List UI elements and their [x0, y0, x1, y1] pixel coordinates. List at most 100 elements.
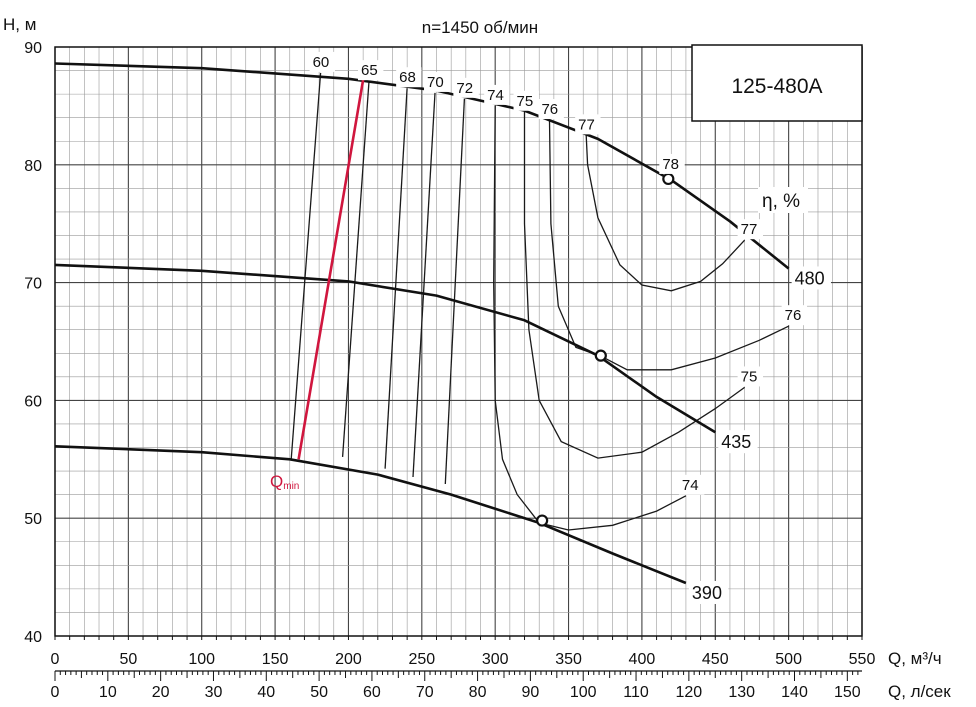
x2-tick-label: 50 [310, 684, 328, 701]
efficiency-label-68-bg [396, 67, 422, 88]
plot-frame [54, 46, 863, 681]
efficiency-label-76: 76 [541, 101, 558, 118]
y-tick-label: 50 [24, 511, 42, 528]
x2-tick-label: 80 [469, 684, 487, 701]
efficiency-end-label-76: 76 [785, 307, 802, 324]
efficiency-label-72: 72 [456, 80, 473, 97]
efficiency-label-60: 60 [313, 54, 330, 71]
efficiency-line-72 [444, 98, 466, 485]
bep-marker-2 [594, 349, 607, 362]
x2-tick-label: 0 [51, 684, 60, 701]
x-tick-label: 350 [555, 651, 582, 668]
efficiency-label-60-bg [309, 51, 335, 72]
efficiency-line-65 [341, 81, 370, 457]
eta-label-bg [758, 187, 808, 213]
efficiency-end-label-77-bg [737, 219, 764, 240]
tick-labels: 0 50 100 150 200 250 300 350 400 450 500 550 0 10 20 30… [24, 40, 875, 701]
qmin-label-sub: min [283, 481, 299, 492]
x-tick-label: 450 [702, 651, 729, 668]
x-tick-label: 100 [188, 651, 215, 668]
efficiency-label-77: 77 [578, 116, 595, 133]
efficiency-label-65-bg [357, 60, 384, 81]
qmin-line [297, 79, 365, 460]
y-tick-label: 60 [24, 393, 42, 410]
x2-tick-label: 120 [676, 684, 703, 701]
marker-label-78-bg [659, 153, 685, 174]
x-tick-label: 50 [119, 651, 137, 668]
efficiency-label-76-bg [538, 99, 564, 120]
x2-tick-label: 70 [416, 684, 434, 701]
efficiency-label-65: 65 [361, 62, 378, 79]
efficiency-end-label-75: 75 [741, 368, 758, 385]
y-tick-label: 40 [24, 629, 42, 646]
eta-label: η, % [762, 191, 800, 212]
x2-tick-label: 150 [834, 684, 861, 701]
efficiency-contour-76 [548, 119, 789, 371]
x-tick-label: 300 [482, 651, 509, 668]
x-tick-label: 550 [849, 651, 876, 668]
qmin-label-main: Q [270, 472, 283, 491]
head-curve-435 [54, 263, 716, 434]
efficiency-label-75: 75 [517, 93, 534, 110]
efficiency-end-label-76-bg [781, 305, 808, 326]
efficiency-line-60 [290, 72, 322, 460]
chart-title: n=1450 об/мин [422, 18, 538, 37]
head-curve-label-390-bg [688, 580, 729, 604]
x-tick-label: 200 [335, 651, 362, 668]
model-label: 125-480A [731, 75, 822, 98]
grid [54, 46, 863, 637]
efficiency-label-72-bg [453, 77, 479, 98]
efficiency-line-70 [412, 92, 436, 478]
head-curve-label-435-bg [718, 430, 758, 454]
x2-tick-label: 130 [728, 684, 755, 701]
efficiency-end-label-74: 74 [682, 477, 699, 494]
model-box [691, 44, 863, 122]
head-curve-label-435: 435 [721, 432, 751, 452]
head-curve-label-390: 390 [692, 583, 722, 603]
x-tick-label: 0 [51, 651, 60, 668]
plot-border [54, 46, 863, 637]
x-tick-label: 250 [408, 651, 435, 668]
bep-marker-1 [662, 172, 675, 186]
x-tick-label: 500 [775, 651, 802, 668]
x-tick-label: 400 [629, 651, 656, 668]
qmin-label: Qmin [270, 472, 299, 492]
qmin-line-path [297, 79, 365, 460]
x2-tick-label: 100 [570, 684, 597, 701]
best-efficiency-markers [536, 172, 675, 527]
x2-tick-label: 10 [99, 684, 117, 701]
y-tick-label: 90 [24, 40, 42, 57]
efficiency-lines [290, 72, 466, 485]
bep-marker-3 [536, 514, 549, 527]
x2-tick-label: 30 [205, 684, 223, 701]
efficiency-label-68: 68 [399, 69, 416, 86]
head-curve-label-480: 480 [795, 268, 825, 288]
x2-tick-label: 140 [781, 684, 808, 701]
efficiency-line-68 [384, 88, 408, 469]
efficiency-label-74-bg [484, 84, 510, 105]
efficiency-label-74: 74 [487, 87, 504, 104]
efficiency-contour-77 [585, 135, 746, 292]
y-tick-label: 70 [24, 276, 42, 293]
efficiency-label-75-bg [513, 90, 539, 111]
x2-axis-label: Q, л/сек [888, 682, 951, 701]
efficiency-label-70: 70 [427, 74, 444, 91]
x2-tick-label: 40 [257, 684, 275, 701]
x2-tick-label: 110 [623, 684, 649, 701]
y-tick-label: 80 [24, 158, 42, 175]
efficiency-end-label-77: 77 [741, 221, 758, 238]
curve-labels: 60 65 68 70 72 74 75 76 77 74 75 76 77 78 480 435 390 [309, 51, 831, 604]
x2-tick-label: 20 [152, 684, 170, 701]
efficiency-label-70-bg [424, 71, 450, 92]
head-curve-label-480-bg [791, 266, 831, 290]
efficiency-end-label-74-bg [678, 474, 705, 495]
head-curve-390 [54, 445, 687, 585]
x-tick-label: 150 [262, 651, 289, 668]
efficiency-label-77-bg [575, 114, 601, 135]
y-axis-label: H, м [3, 15, 36, 34]
x2-tick-label: 60 [363, 684, 381, 701]
x2-tick-label: 90 [521, 684, 539, 701]
marker-label-78: 78 [662, 156, 679, 173]
efficiency-contour-74 [493, 105, 687, 531]
